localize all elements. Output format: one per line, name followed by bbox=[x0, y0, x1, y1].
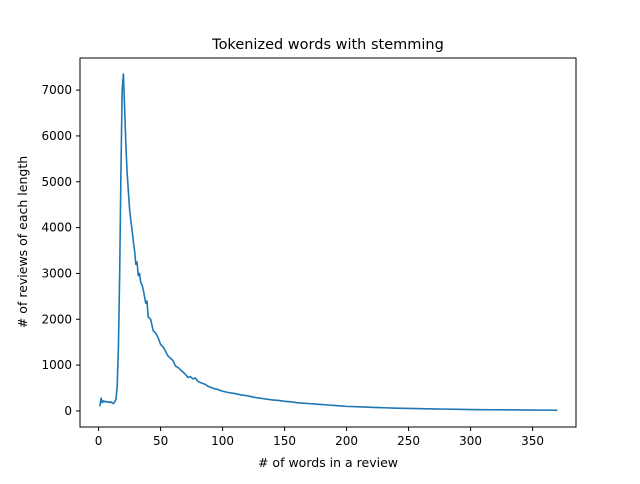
x-axis-label: # of words in a review bbox=[258, 455, 398, 470]
axis-ticks: 0 50 100 150 200 250 300 350 0 1000 2000 3000 4000 50… bbox=[41, 83, 544, 448]
y-axis-label: # of reviews of each length bbox=[15, 156, 30, 328]
y-tick-label: 4000 bbox=[41, 221, 72, 235]
x-tick-label: 350 bbox=[521, 434, 544, 448]
plot-frame bbox=[79, 57, 577, 428]
series-line bbox=[99, 73, 558, 412]
y-tick-label: 7000 bbox=[41, 83, 72, 97]
y-tick-label: 2000 bbox=[41, 312, 72, 326]
y-tick-label: 5000 bbox=[41, 175, 72, 189]
x-tick-label: 250 bbox=[397, 434, 420, 448]
y-tick-label: 0 bbox=[64, 404, 72, 418]
y-tick-label: 1000 bbox=[41, 358, 72, 372]
y-tick-label: 6000 bbox=[41, 129, 72, 143]
y-tick-label: 3000 bbox=[41, 266, 72, 280]
x-tick-label: 300 bbox=[459, 434, 482, 448]
x-tick-label: 50 bbox=[153, 434, 168, 448]
x-tick-label: 150 bbox=[273, 434, 296, 448]
chart-title: Tokenized words with stemming bbox=[211, 37, 444, 53]
x-tick-label: 100 bbox=[211, 434, 234, 448]
x-tick-label: 200 bbox=[335, 434, 358, 448]
x-tick-label: 0 bbox=[95, 434, 103, 448]
